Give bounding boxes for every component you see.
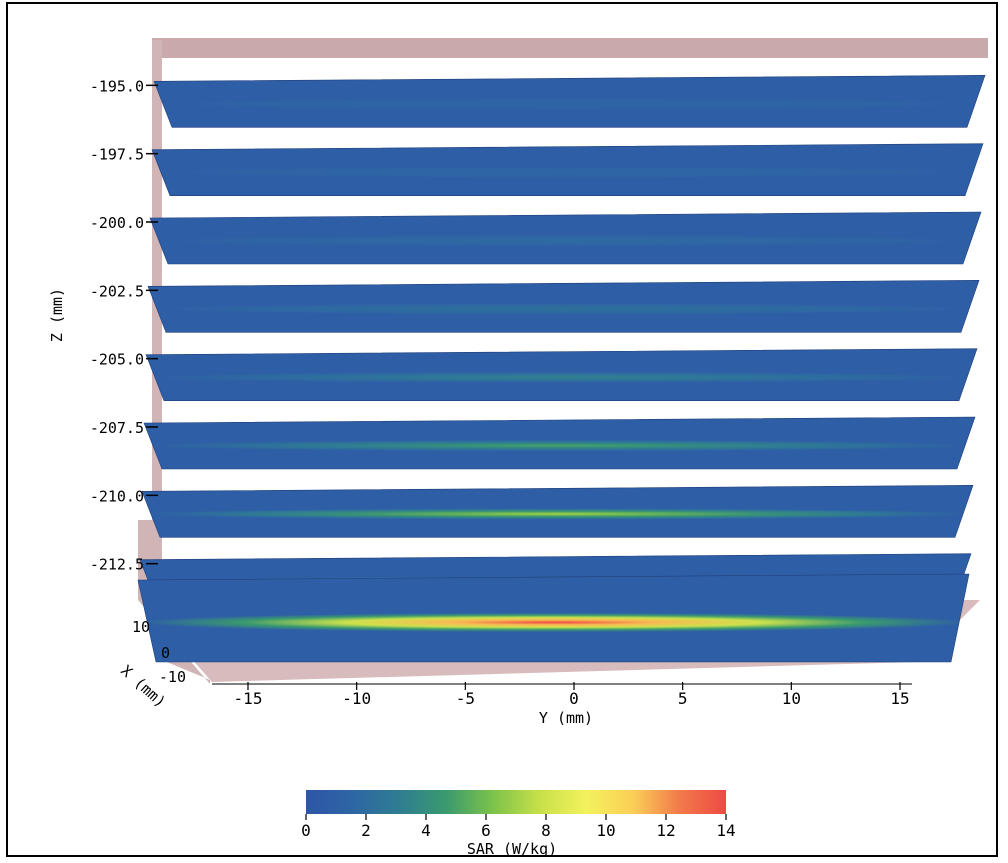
colorbar-tick-label: 2 (361, 821, 371, 840)
z-tick-label: -197.5 (90, 146, 144, 164)
z-tick-label: -205.0 (90, 351, 144, 369)
y-tick-label: 0 (569, 689, 579, 708)
slice-stack (137, 75, 986, 663)
colorbar-label: SAR (W/kg) (467, 840, 557, 858)
z-axis-label: Z (mm) (48, 288, 66, 342)
sar-slice (153, 75, 986, 128)
x-depth-axis: 10 0 -10 (132, 618, 186, 686)
sar-slice (141, 485, 974, 538)
y-tick-label: -5 (456, 689, 475, 708)
sar-slice (149, 211, 982, 265)
y-tick-label: 5 (678, 689, 688, 708)
y-tick-label: -10 (342, 689, 371, 708)
y-axis-label: Y (mm) (539, 709, 593, 727)
colorbar-gradient (306, 790, 726, 814)
colorbar-tick-label: 0 (301, 821, 311, 840)
z-tick-label: -210.0 (90, 487, 144, 505)
colorbar-tick-label: 4 (421, 821, 431, 840)
y-tick-label: -15 (234, 689, 263, 708)
colorbar-tick-label: 14 (716, 821, 735, 840)
x-tick-label: -10 (159, 668, 186, 686)
z-tick-label: -200.0 (90, 214, 144, 232)
y-tick-label: 10 (782, 689, 801, 708)
colorbar-tick-label: 12 (656, 821, 675, 840)
y-axis: -15 -10 -5 0 5 10 15 (212, 682, 912, 708)
colorbar-tick-label: 8 (541, 821, 551, 840)
z-axis: -195.0 -197.5 -200.0 -202.5 -205.0 -207.5 -210… (90, 77, 158, 574)
back-wall (152, 38, 988, 58)
z-tick-label: -195.0 (90, 77, 144, 95)
sar-slice (143, 416, 976, 470)
z-tick-label: -212.5 (90, 556, 144, 574)
sar-slice (151, 143, 984, 196)
sar-slice (147, 280, 980, 333)
y-tick-label: 15 (890, 689, 909, 708)
colorbar-tick-label: 6 (481, 821, 491, 840)
x-tick-label: 0 (161, 644, 170, 662)
colorbar-tick-label: 10 (596, 821, 615, 840)
x-tick-label: 10 (132, 618, 150, 636)
z-tick-label: -207.5 (90, 419, 144, 437)
sar-slice (145, 348, 978, 401)
sar-slice (137, 573, 970, 663)
colorbar: 0 2 4 6 8 10 12 14 (301, 790, 736, 840)
z-tick-label: -202.5 (90, 282, 144, 300)
